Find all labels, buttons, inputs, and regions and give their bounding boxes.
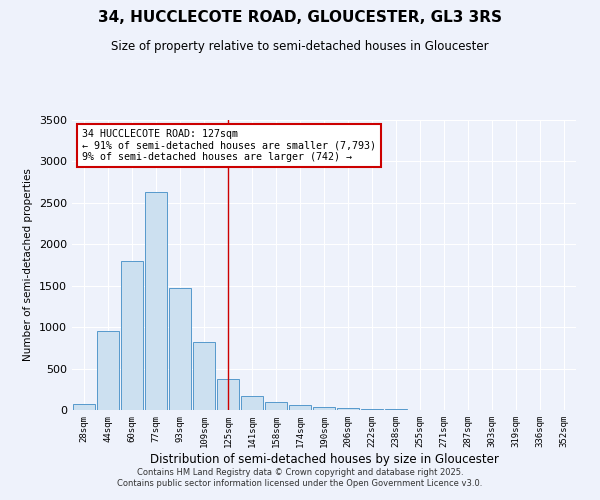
X-axis label: Distribution of semi-detached houses by size in Gloucester: Distribution of semi-detached houses by … (149, 452, 499, 466)
Text: 34 HUCCLECOTE ROAD: 127sqm
← 91% of semi-detached houses are smaller (7,793)
9% : 34 HUCCLECOTE ROAD: 127sqm ← 91% of semi… (82, 128, 376, 162)
Bar (217, 379, 239, 410)
Text: 34, HUCCLECOTE ROAD, GLOUCESTER, GL3 3RS: 34, HUCCLECOTE ROAD, GLOUCESTER, GL3 3RS (98, 10, 502, 25)
Text: Size of property relative to semi-detached houses in Gloucester: Size of property relative to semi-detach… (111, 40, 489, 53)
Bar (313, 407, 335, 410)
Bar (121, 261, 143, 410)
Bar (361, 409, 383, 410)
Bar (97, 332, 119, 410)
Bar (241, 396, 263, 410)
Bar (73, 404, 95, 410)
Y-axis label: Number of semi-detached properties: Number of semi-detached properties (23, 168, 34, 362)
Bar (169, 288, 191, 410)
Bar (145, 192, 167, 410)
Bar (337, 408, 359, 410)
Text: Contains HM Land Registry data © Crown copyright and database right 2025.
Contai: Contains HM Land Registry data © Crown c… (118, 468, 482, 487)
Bar (289, 405, 311, 410)
Bar (265, 402, 287, 410)
Bar (193, 342, 215, 410)
